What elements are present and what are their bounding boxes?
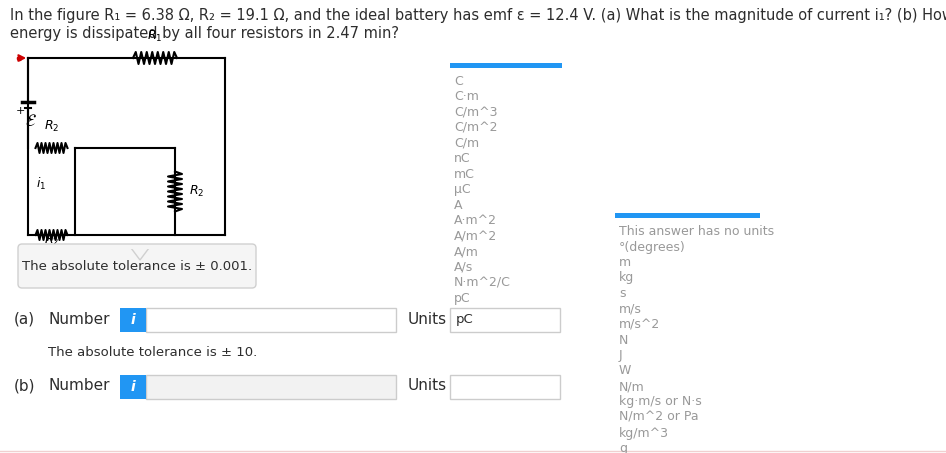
Text: C·m: C·m xyxy=(454,91,479,103)
Text: +: + xyxy=(15,106,25,116)
Text: i: i xyxy=(131,380,135,394)
Text: (a): (a) xyxy=(14,312,35,327)
Text: m: m xyxy=(619,256,631,269)
Text: C: C xyxy=(454,75,463,88)
Text: The absolute tolerance is ± 0.001.: The absolute tolerance is ± 0.001. xyxy=(22,260,252,273)
Text: J: J xyxy=(619,349,622,362)
Text: A/s: A/s xyxy=(454,261,473,274)
FancyBboxPatch shape xyxy=(120,375,146,399)
Text: N: N xyxy=(619,333,628,347)
Text: i: i xyxy=(131,313,135,327)
Text: N·m^2/C: N·m^2/C xyxy=(454,276,511,289)
FancyBboxPatch shape xyxy=(450,375,560,399)
FancyBboxPatch shape xyxy=(450,308,560,332)
FancyBboxPatch shape xyxy=(18,244,256,288)
Text: $R_2$: $R_2$ xyxy=(189,184,204,199)
Text: C/m^3: C/m^3 xyxy=(454,106,498,119)
Text: A/m: A/m xyxy=(454,246,479,259)
Text: energy is dissipated by all four resistors in 2.47 min?: energy is dissipated by all four resisto… xyxy=(10,26,399,41)
Text: C/m: C/m xyxy=(454,137,479,150)
Text: kg·m/s or N·s: kg·m/s or N·s xyxy=(619,395,702,409)
Text: pC: pC xyxy=(456,313,474,327)
Text: kg: kg xyxy=(619,271,634,284)
Text: $R_2$: $R_2$ xyxy=(44,233,60,248)
Text: Units: Units xyxy=(408,312,447,327)
Text: A·m^2: A·m^2 xyxy=(454,215,497,227)
Text: A/m^2: A/m^2 xyxy=(454,230,498,243)
Text: s: s xyxy=(619,287,625,300)
Bar xyxy=(615,213,760,218)
Text: g: g xyxy=(619,442,627,453)
Text: mC: mC xyxy=(454,168,475,181)
FancyBboxPatch shape xyxy=(146,375,396,399)
Text: $\mathcal{E}$: $\mathcal{E}$ xyxy=(25,112,37,130)
Text: N/m: N/m xyxy=(619,380,645,393)
Text: pC: pC xyxy=(454,292,470,305)
Text: μC: μC xyxy=(454,183,470,197)
FancyBboxPatch shape xyxy=(146,308,396,332)
Text: $i_1$: $i_1$ xyxy=(36,176,46,192)
Text: m/s: m/s xyxy=(619,303,642,315)
Text: Units: Units xyxy=(408,379,447,394)
Text: nC: nC xyxy=(454,153,470,165)
Text: In the figure R₁ = 6.38 Ω, R₂ = 19.1 Ω, and the ideal battery has emf ε = 12.4 V: In the figure R₁ = 6.38 Ω, R₂ = 19.1 Ω, … xyxy=(10,8,946,23)
Text: m/s^2: m/s^2 xyxy=(619,318,660,331)
FancyBboxPatch shape xyxy=(120,308,146,332)
Text: W: W xyxy=(619,365,631,377)
Text: N/m^2 or Pa: N/m^2 or Pa xyxy=(619,411,699,424)
Text: kg/m^3: kg/m^3 xyxy=(619,427,669,439)
Text: $R_1$: $R_1$ xyxy=(148,29,163,44)
Text: A: A xyxy=(454,199,463,212)
Text: (b): (b) xyxy=(14,379,36,394)
Polygon shape xyxy=(131,248,149,260)
Text: °(degrees): °(degrees) xyxy=(619,241,686,254)
Text: Number: Number xyxy=(48,312,110,327)
Bar xyxy=(450,63,562,68)
Text: This answer has no units: This answer has no units xyxy=(619,225,774,238)
Text: The absolute tolerance is ± 10.: The absolute tolerance is ± 10. xyxy=(48,347,257,360)
Text: Number: Number xyxy=(48,379,110,394)
Text: C/m^2: C/m^2 xyxy=(454,121,498,135)
Text: $R_2$: $R_2$ xyxy=(44,119,60,134)
